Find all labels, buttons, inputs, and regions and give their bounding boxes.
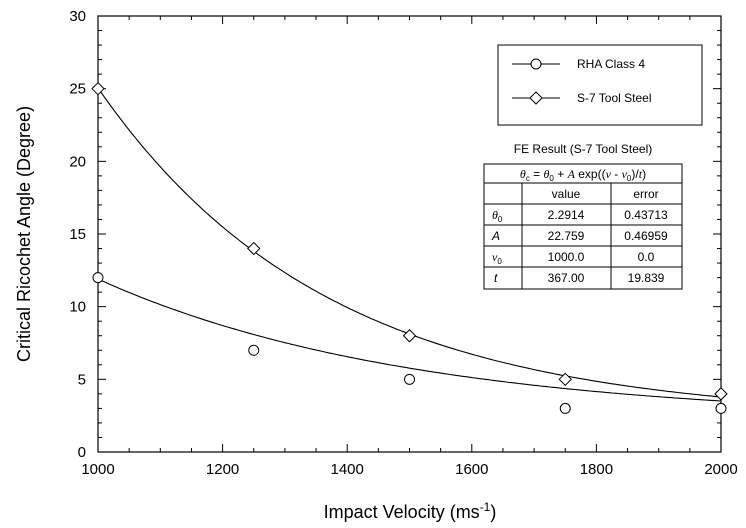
y-tick-label: 20 xyxy=(69,153,86,170)
fe-value: 22.759 xyxy=(548,229,585,243)
tick-labels: 1000 1200 1400 1600 1800 2000 0 5 10 15 20 25 30 xyxy=(69,8,737,478)
y-tick-label: 15 xyxy=(69,226,86,243)
x-tick-label: 1400 xyxy=(331,461,364,478)
x-tick-label: 1000 xyxy=(81,461,114,478)
x-axis-title: Impact Velocity (ms-1) xyxy=(324,500,497,522)
data-point-rha xyxy=(92,272,104,284)
fe-table-border xyxy=(483,163,683,290)
fe-error: 0.0 xyxy=(638,250,655,264)
fe-value: 2.2914 xyxy=(548,208,585,222)
x-tick-label: 2000 xyxy=(704,461,737,478)
data-markers xyxy=(91,81,728,414)
fe-param-t: t xyxy=(494,271,498,285)
fe-result-table: FE Result (S-7 Tool Steel) θc = θ0 + A e… xyxy=(483,142,683,290)
fe-error: 19.839 xyxy=(628,271,665,285)
fe-param-v0: v0 xyxy=(492,250,502,266)
x-tick-label: 1600 xyxy=(455,461,488,478)
data-point-s7 xyxy=(91,81,105,96)
fe-param-theta0: θ0 xyxy=(492,208,503,224)
fit-curve-rha xyxy=(97,278,722,402)
legend: RHA Class 4 S-7 Tool Steel xyxy=(497,44,703,126)
fe-value: 367.00 xyxy=(548,271,585,285)
fe-header-value: value xyxy=(552,187,581,201)
data-point-rha xyxy=(248,344,260,356)
fe-table-title: FE Result (S-7 Tool Steel) xyxy=(514,142,653,156)
y-tick-label: 0 xyxy=(78,444,86,461)
y-tick-label: 25 xyxy=(69,81,86,98)
fe-equation: θc = θ0 + A exp((v - v0)/t) xyxy=(520,167,646,183)
axis-ticks xyxy=(97,15,722,453)
data-point-s7 xyxy=(558,372,572,387)
legend-label-rha: RHA Class 4 xyxy=(577,57,645,71)
y-axis-title: Critical Ricochet Angle (Degree) xyxy=(14,106,34,362)
legend-marker-diamond xyxy=(529,91,543,105)
fe-error: 0.43713 xyxy=(624,208,668,222)
data-point-s7 xyxy=(247,241,261,256)
data-point-s7 xyxy=(714,387,728,401)
x-tick-label: 1800 xyxy=(580,461,613,478)
data-point-rha xyxy=(715,402,727,414)
data-point-s7 xyxy=(402,329,417,343)
y-tick-label: 10 xyxy=(69,299,86,316)
y-tick-label: 30 xyxy=(69,8,86,25)
data-point-rha xyxy=(404,373,415,385)
legend-box xyxy=(497,44,703,126)
legend-label-s7: S-7 Tool Steel xyxy=(577,91,652,105)
x-tick-label: 1200 xyxy=(206,461,239,478)
fe-error: 0.46959 xyxy=(624,229,668,243)
fe-value: 1000.0 xyxy=(548,250,585,264)
fe-header-error: error xyxy=(633,187,658,201)
data-point-rha xyxy=(559,402,571,414)
legend-marker-circle xyxy=(530,58,542,70)
y-tick-label: 5 xyxy=(78,371,86,388)
fe-param-a: A xyxy=(491,229,500,243)
